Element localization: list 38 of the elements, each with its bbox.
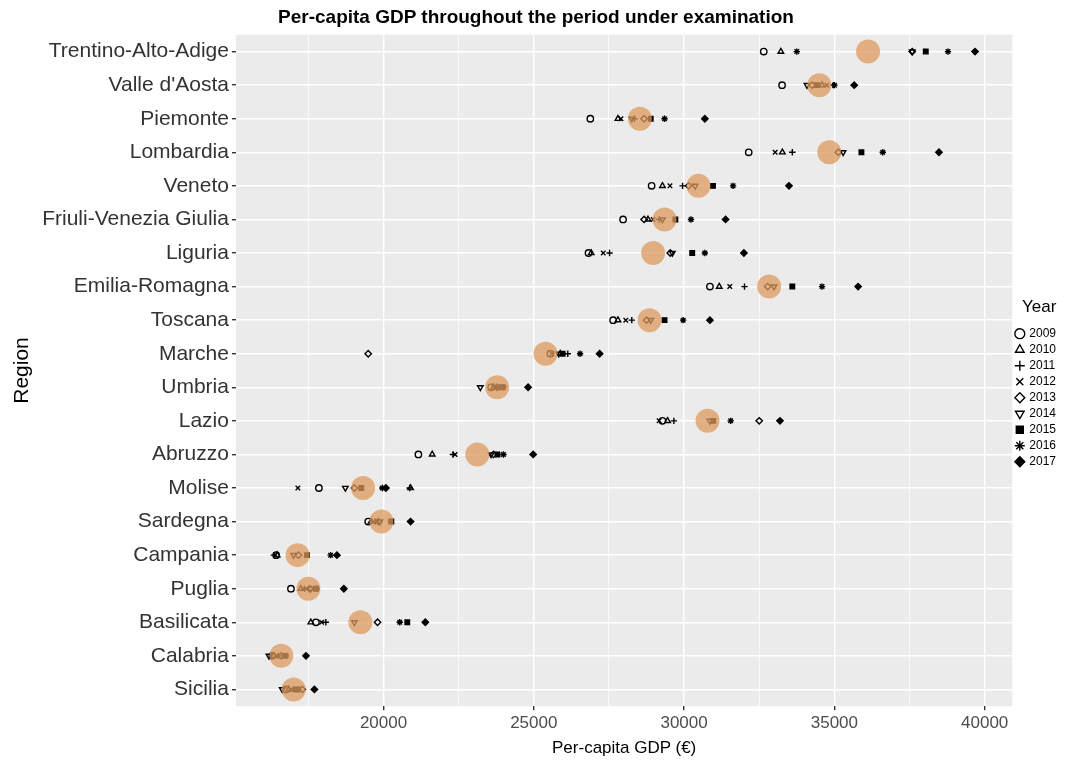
legend-label: 2013 xyxy=(1029,390,1057,405)
x-tick-label: 40000 xyxy=(961,713,1009,733)
y-tick-label: Sicilia xyxy=(174,676,230,700)
y-tick-label: Basilicata xyxy=(139,609,230,633)
y-tick-label: Toscana xyxy=(150,306,230,330)
x-tick-label: 35000 xyxy=(810,713,859,733)
y-axis-title: Region xyxy=(9,337,33,404)
y-tick-label: Marche xyxy=(158,340,229,364)
legend-label: 2011 xyxy=(1029,358,1056,373)
y-tick-label: Friuli-Venezia Giulia xyxy=(42,206,230,230)
legend-label: 2015 xyxy=(1029,422,1057,437)
legend-title: Year xyxy=(1021,297,1057,317)
chart-title: Per-capita GDP throughout the period under examination xyxy=(278,5,794,27)
y-tick-label: Veneto xyxy=(163,172,229,196)
x-tick-label: 30000 xyxy=(660,713,708,733)
y-tick-label: Abruzzo xyxy=(151,441,229,465)
legend-label: 2009 xyxy=(1029,326,1057,341)
legend-label: 2016 xyxy=(1029,438,1057,453)
y-tick-label: Puglia xyxy=(170,575,230,599)
legend-label: 2017 xyxy=(1029,454,1057,469)
y-tick-label: Valle d'Aosta xyxy=(108,71,230,95)
legend-label: 2014 xyxy=(1029,406,1057,421)
y-tick-label: Campania xyxy=(133,541,230,565)
legend-label: 2012 xyxy=(1029,374,1057,389)
y-tick-label: Calabria xyxy=(150,642,230,666)
x-tick-label: 25000 xyxy=(510,713,558,733)
y-tick-label: Piemonte xyxy=(140,105,229,129)
y-tick-label: Umbria xyxy=(161,374,230,398)
y-tick-label: Lombardia xyxy=(129,139,230,163)
legend-label: 2010 xyxy=(1029,342,1057,357)
y-tick-label: Emilia-Romagna xyxy=(73,273,230,297)
y-tick-label: Lazio xyxy=(178,407,229,431)
y-tick-label: Liguria xyxy=(165,239,230,263)
x-axis-title: Per-capita GDP (€) xyxy=(552,738,697,758)
y-tick-label: Sardegna xyxy=(137,508,230,532)
y-tick-label: Trentino-Alto-Adige xyxy=(48,38,229,62)
y-tick-label: Molise xyxy=(168,474,229,498)
x-tick-label: 20000 xyxy=(359,713,408,733)
